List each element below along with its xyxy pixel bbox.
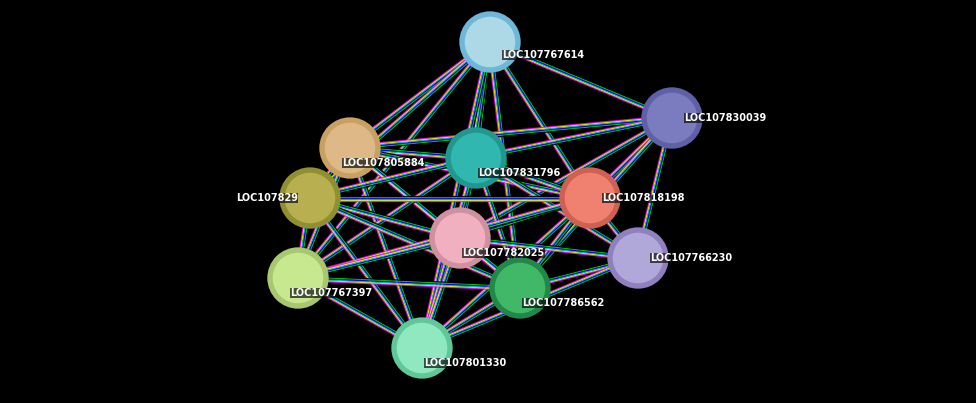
Circle shape <box>445 127 507 189</box>
Text: LOC107767397: LOC107767397 <box>290 288 372 298</box>
Circle shape <box>434 212 486 264</box>
Text: LOC107766230: LOC107766230 <box>650 253 732 263</box>
Text: LOC107782025: LOC107782025 <box>462 248 545 258</box>
Circle shape <box>460 11 520 73</box>
Circle shape <box>319 117 381 179</box>
Text: LOC107767614: LOC107767614 <box>502 50 584 60</box>
Text: LOC107818198: LOC107818198 <box>602 193 684 203</box>
Circle shape <box>279 167 341 229</box>
Circle shape <box>646 92 698 144</box>
Circle shape <box>396 322 448 374</box>
Circle shape <box>284 172 336 224</box>
Text: LOC107805884: LOC107805884 <box>342 158 425 168</box>
Circle shape <box>489 258 550 319</box>
Circle shape <box>612 232 664 284</box>
Circle shape <box>494 262 546 314</box>
Text: LOC107829: LOC107829 <box>236 193 298 203</box>
Circle shape <box>641 87 703 149</box>
Circle shape <box>607 227 669 289</box>
Text: LOC107801330: LOC107801330 <box>424 358 507 368</box>
Circle shape <box>559 167 621 229</box>
Text: LOC107831796: LOC107831796 <box>478 168 560 178</box>
Text: LOC107830039: LOC107830039 <box>684 113 766 123</box>
Circle shape <box>391 317 453 379</box>
Text: LOC107786562: LOC107786562 <box>522 298 604 308</box>
Circle shape <box>429 207 491 269</box>
Circle shape <box>267 247 329 309</box>
Circle shape <box>450 132 502 184</box>
Circle shape <box>272 252 324 304</box>
Circle shape <box>564 172 616 224</box>
Circle shape <box>464 16 516 68</box>
Circle shape <box>324 122 376 174</box>
